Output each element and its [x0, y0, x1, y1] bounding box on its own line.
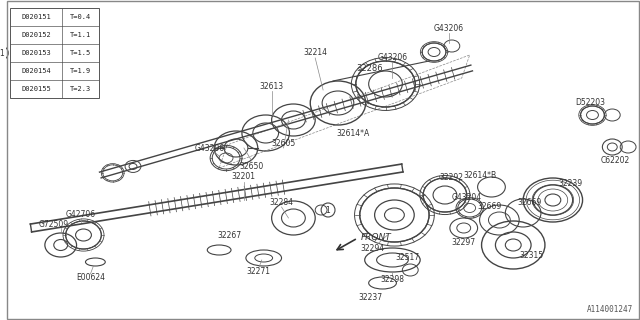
Text: 32201: 32201 — [232, 172, 256, 180]
Text: 32292: 32292 — [440, 172, 464, 181]
Text: D020152: D020152 — [21, 32, 51, 38]
Text: 32605: 32605 — [271, 139, 296, 148]
Text: D020155: D020155 — [21, 86, 51, 92]
Text: T=1.1: T=1.1 — [70, 32, 91, 38]
Text: T=2.3: T=2.3 — [70, 86, 91, 92]
Text: G43206: G43206 — [194, 143, 224, 153]
Text: D020153: D020153 — [21, 50, 51, 56]
Text: 32284: 32284 — [269, 197, 294, 206]
Text: 32267: 32267 — [217, 230, 241, 239]
Text: 1: 1 — [326, 205, 330, 214]
Text: G43206: G43206 — [378, 52, 408, 61]
Text: 32614*B: 32614*B — [463, 171, 496, 180]
Text: T=1.5: T=1.5 — [70, 50, 91, 56]
Text: 32517: 32517 — [396, 253, 419, 262]
Text: G43204: G43204 — [452, 193, 482, 202]
Text: 1: 1 — [0, 49, 4, 58]
Text: T=1.9: T=1.9 — [70, 68, 91, 74]
Text: E00624: E00624 — [76, 274, 105, 283]
Text: A114001247: A114001247 — [587, 305, 633, 314]
Text: 32237: 32237 — [358, 292, 383, 301]
Text: 32315: 32315 — [519, 251, 543, 260]
Text: 32650: 32650 — [240, 162, 264, 171]
Text: 32614*A: 32614*A — [336, 129, 369, 138]
Text: 32294: 32294 — [360, 244, 385, 252]
Text: 32669: 32669 — [477, 202, 502, 211]
Text: D020151: D020151 — [21, 14, 51, 20]
Text: D52203: D52203 — [575, 98, 605, 107]
Text: G72509: G72509 — [38, 220, 69, 228]
Text: D020154: D020154 — [21, 68, 51, 74]
Text: 32298: 32298 — [380, 276, 404, 284]
Text: 32613: 32613 — [260, 82, 284, 91]
Text: C62202: C62202 — [600, 156, 630, 164]
Text: G42706: G42706 — [65, 210, 95, 219]
Text: T=0.4: T=0.4 — [70, 14, 91, 20]
Text: 32214: 32214 — [303, 47, 327, 57]
Text: 32239: 32239 — [559, 179, 583, 188]
Text: 32286: 32286 — [356, 63, 383, 73]
Text: 32669: 32669 — [517, 197, 541, 206]
Text: 32297: 32297 — [452, 237, 476, 246]
Text: FRONT: FRONT — [361, 233, 392, 242]
Text: G43206: G43206 — [434, 23, 464, 33]
Text: 32271: 32271 — [247, 268, 271, 276]
Bar — [10, 8, 99, 98]
